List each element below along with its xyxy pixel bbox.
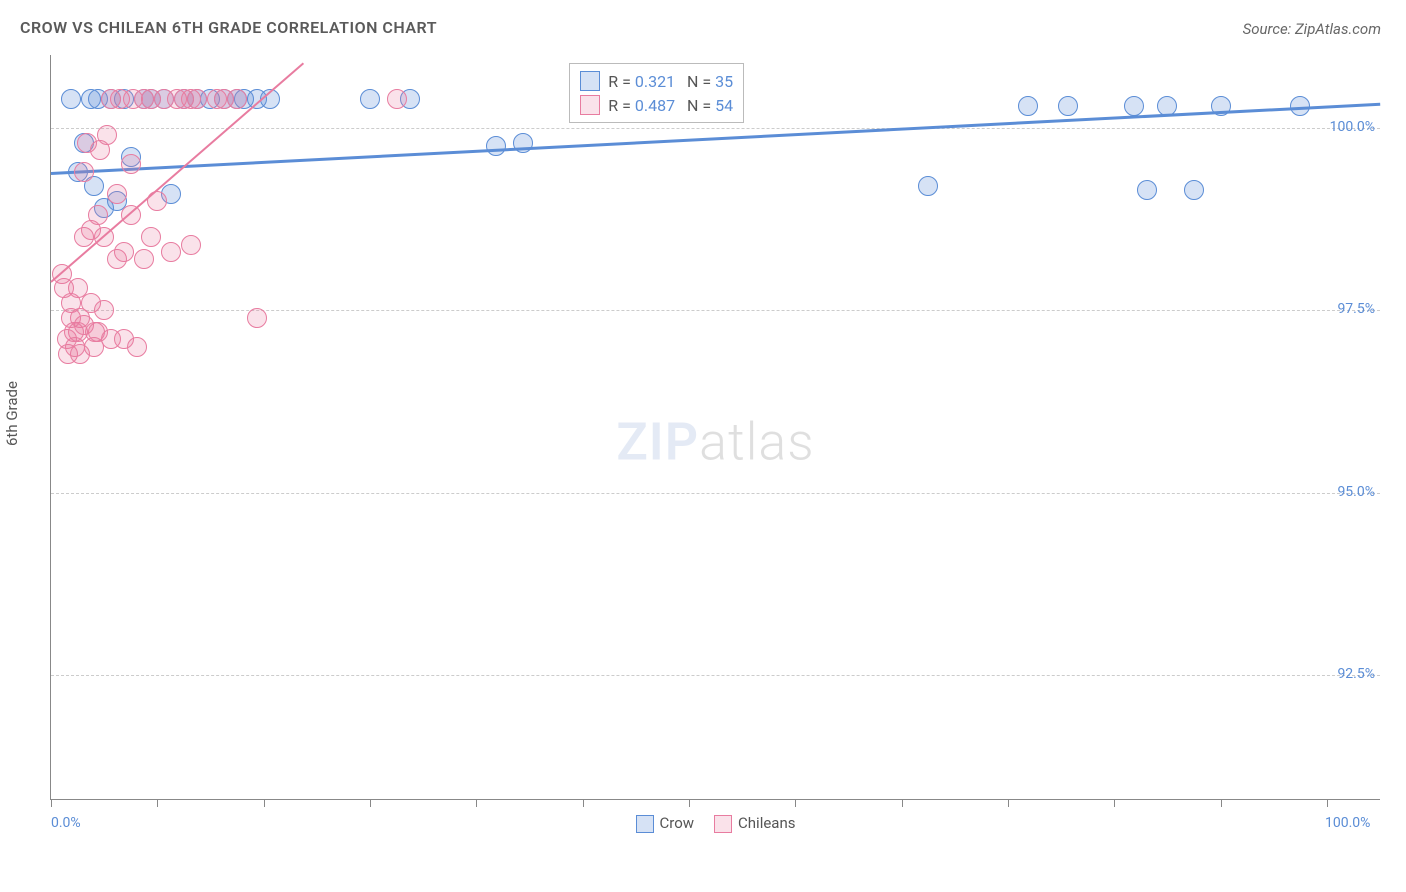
x-tick	[370, 799, 371, 807]
data-point	[918, 176, 938, 196]
data-point	[88, 205, 108, 225]
data-point	[187, 89, 207, 109]
series-legend: Crow Chileans	[636, 814, 796, 833]
legend-swatch	[580, 71, 600, 91]
data-point	[74, 162, 94, 182]
x-tick	[1327, 799, 1328, 807]
data-point	[161, 242, 181, 262]
data-point	[107, 184, 127, 204]
series-name: Chileans	[738, 814, 795, 832]
x-tick-label: 0.0%	[51, 815, 81, 831]
series-legend-item: Chileans	[714, 814, 795, 833]
legend-text: R = 0.321 N = 35	[608, 72, 733, 91]
series-swatch	[714, 815, 732, 833]
x-tick	[902, 799, 903, 807]
data-point	[97, 125, 117, 145]
correlation-legend: R = 0.321 N = 35 R = 0.487 N = 54	[569, 63, 744, 123]
x-tick	[157, 799, 158, 807]
y-tick-label: 100.0%	[1330, 119, 1375, 135]
data-point	[387, 89, 407, 109]
series-swatch	[636, 815, 654, 833]
legend-row: R = 0.321 N = 35	[580, 69, 733, 93]
watermark: ZIPatlas	[616, 411, 814, 472]
series-legend-item: Crow	[636, 814, 695, 833]
data-point	[1124, 96, 1144, 116]
data-point	[247, 308, 267, 328]
legend-row: R = 0.487 N = 54	[580, 93, 733, 117]
x-tick	[476, 799, 477, 807]
plot-area: ZIPatlas 100.0%97.5%95.0%92.5%0.0%100.0%…	[50, 55, 1380, 800]
data-point	[114, 242, 134, 262]
y-tick-label: 97.5%	[1337, 301, 1375, 317]
x-tick	[1114, 799, 1115, 807]
x-tick	[264, 799, 265, 807]
gridline	[51, 675, 1380, 676]
legend-swatch	[580, 95, 600, 115]
data-point	[127, 337, 147, 357]
gridline	[51, 493, 1380, 494]
data-point	[1058, 96, 1078, 116]
data-point	[94, 300, 114, 320]
data-point	[141, 227, 161, 247]
x-tick	[795, 799, 796, 807]
data-point	[61, 89, 81, 109]
legend-text: R = 0.487 N = 54	[608, 96, 733, 115]
data-point	[121, 154, 141, 174]
data-point	[134, 249, 154, 269]
x-tick	[1008, 799, 1009, 807]
chart-title: CROW VS CHILEAN 6TH GRADE CORRELATION CH…	[20, 18, 437, 37]
source-label: Source: ZipAtlas.com	[1243, 20, 1381, 38]
y-axis-title: 6th Grade	[3, 381, 21, 446]
data-point	[227, 89, 247, 109]
x-tick	[689, 799, 690, 807]
gridline	[51, 128, 1380, 129]
watermark-rest: atlas	[699, 411, 815, 472]
data-point	[181, 235, 201, 255]
x-tick	[51, 799, 52, 807]
y-tick-label: 92.5%	[1337, 666, 1375, 682]
x-tick	[583, 799, 584, 807]
watermark-strong: ZIP	[616, 411, 699, 472]
data-point	[1137, 180, 1157, 200]
x-tick-label: 100.0%	[1325, 815, 1370, 831]
x-tick	[1221, 799, 1222, 807]
y-tick-label: 95.0%	[1337, 484, 1375, 500]
data-point	[1184, 180, 1204, 200]
data-point	[360, 89, 380, 109]
data-point	[121, 205, 141, 225]
series-name: Crow	[660, 814, 695, 832]
data-point	[1018, 96, 1038, 116]
data-point	[486, 136, 506, 156]
chart-container: CROW VS CHILEAN 6TH GRADE CORRELATION CH…	[0, 0, 1406, 892]
